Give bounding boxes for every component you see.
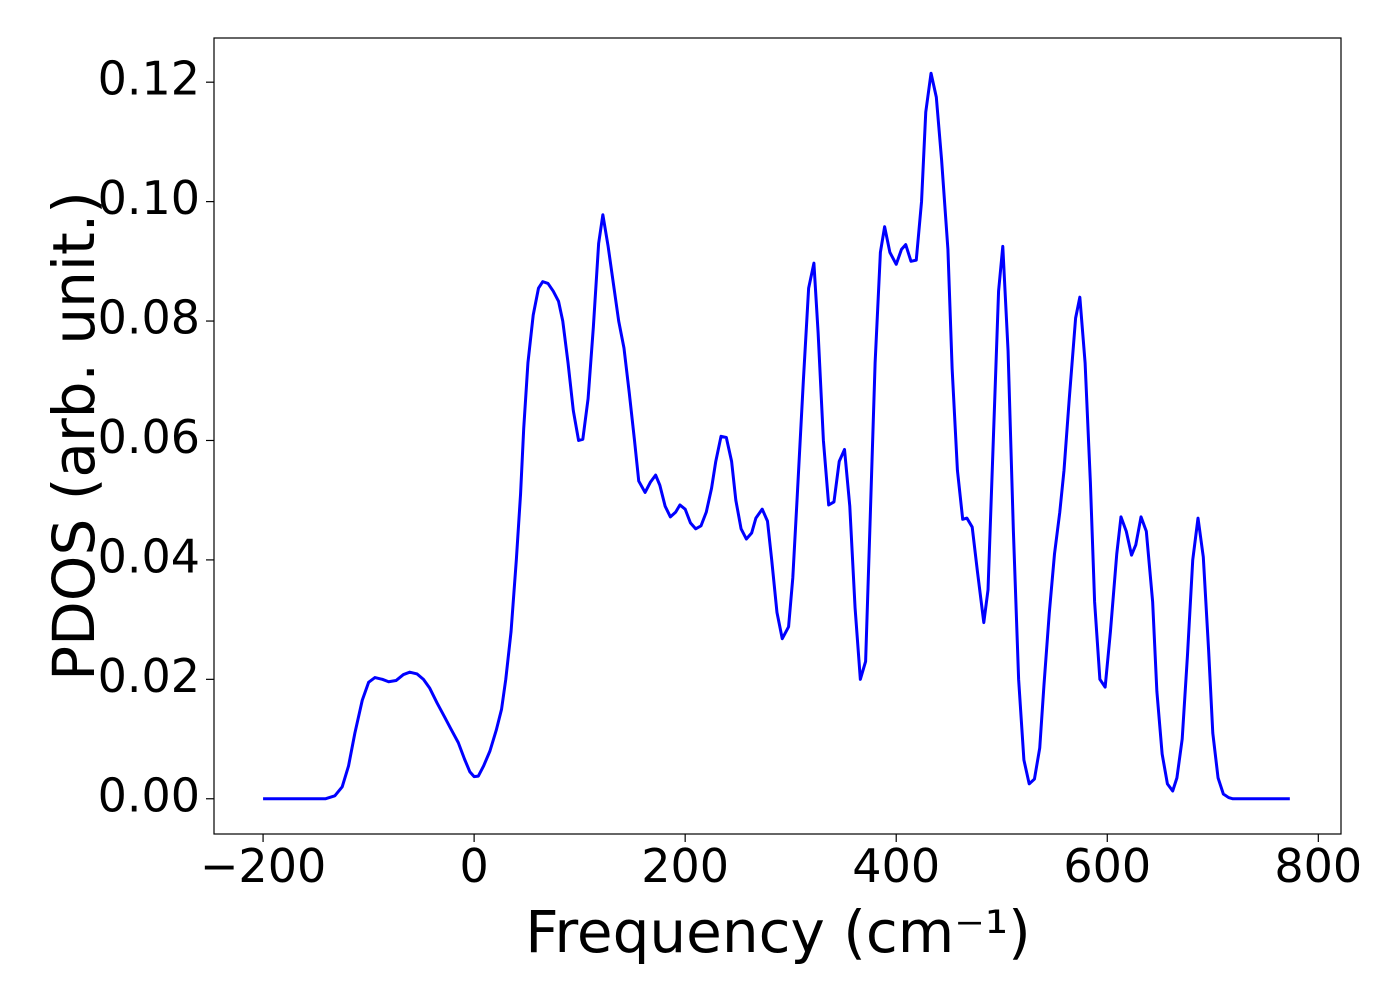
plot-frame [213,37,1342,835]
y-axis-label: PDOS (arb. unit.) [40,191,108,681]
y-tick-label: 0.08 [98,291,200,345]
y-tick-label: 0.06 [98,410,200,464]
data-line [263,71,1290,801]
y-tick-label: 0.02 [98,649,200,703]
y-tick-label: 0.10 [98,171,200,225]
x-tick-label: 800 [1274,839,1362,893]
y-tick-label: 0.04 [98,529,200,583]
x-axis-label: Frequency (cm⁻¹) [525,898,1031,966]
y-tick-label: 0.12 [98,52,200,106]
x-tick-label: 400 [852,839,940,893]
y-tick-label: 0.00 [98,768,200,822]
x-tick-label: 0 [459,839,488,893]
x-tick-label: −200 [200,839,326,893]
x-tick-label: 200 [641,839,729,893]
x-tick-label: 600 [1063,839,1151,893]
